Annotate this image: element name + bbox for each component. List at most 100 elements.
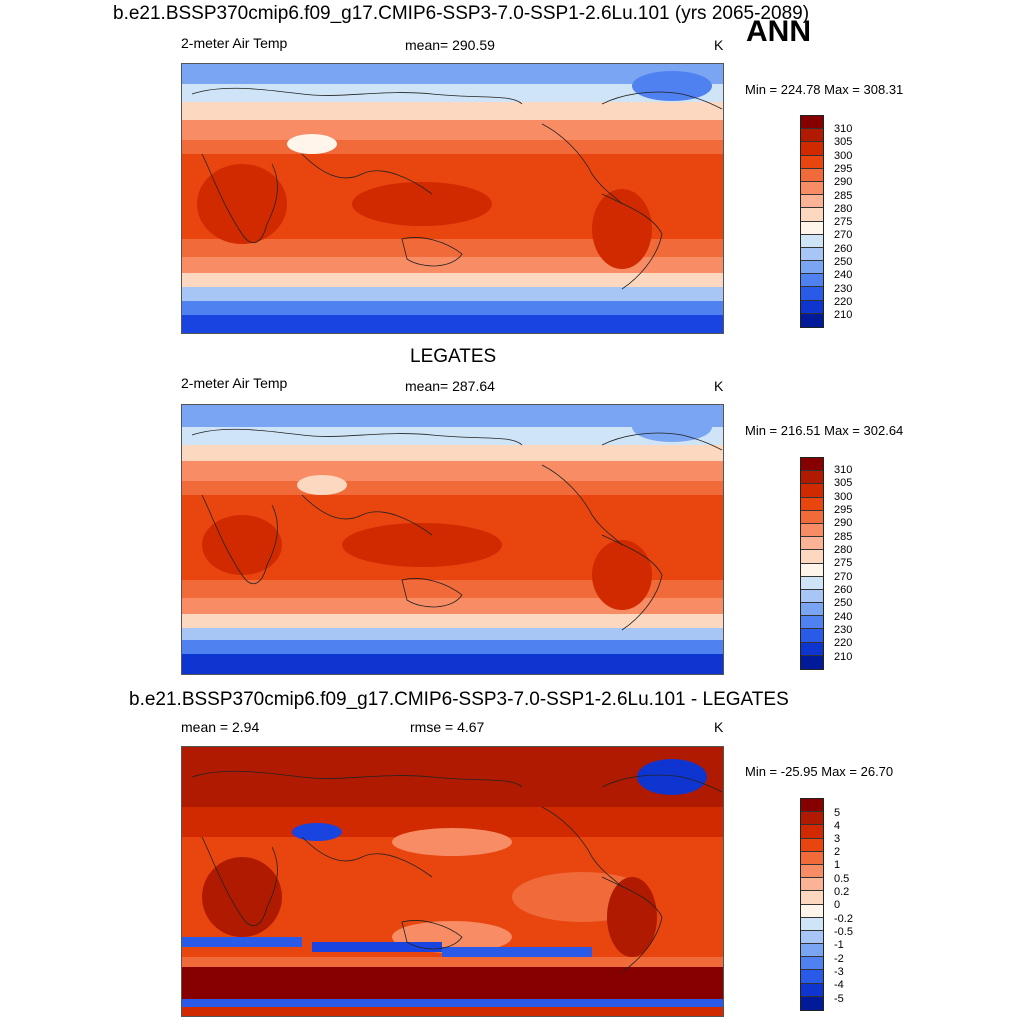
colorbar-segment xyxy=(801,563,823,577)
panel2-colorbar xyxy=(800,457,824,670)
panel2-units: K xyxy=(714,378,724,394)
colorbar-tick: 210 xyxy=(834,651,853,663)
colorbar-tick: 240 xyxy=(834,611,853,623)
colorbar-segment xyxy=(801,629,823,643)
colorbar-tick: 230 xyxy=(834,283,853,295)
colorbar-segment xyxy=(801,996,823,1010)
panel3-colorbar xyxy=(800,798,824,1011)
colorbar-tick: 280 xyxy=(834,544,853,556)
panel1-variable: 2-meter Air Temp xyxy=(181,35,288,51)
colorbar-tick: 305 xyxy=(834,136,853,148)
colorbar-segment xyxy=(801,458,823,472)
colorbar-segment xyxy=(801,234,823,248)
colorbar-segment xyxy=(801,983,823,997)
panel2-mean: mean= 287.64 xyxy=(405,378,495,394)
colorbar-tick: 240 xyxy=(834,269,853,281)
colorbar-tick: 250 xyxy=(834,597,853,609)
panel3-mean: mean = 2.94 xyxy=(181,719,260,735)
colorbar-segment xyxy=(801,142,823,156)
colorbar-segment xyxy=(801,208,823,222)
colorbar-segment xyxy=(801,116,823,130)
colorbar-segment xyxy=(801,550,823,564)
colorbar-tick: 270 xyxy=(834,571,853,583)
colorbar-tick: -2 xyxy=(834,953,844,965)
panel3-units: K xyxy=(714,719,724,735)
colorbar-tick: 3 xyxy=(834,833,841,845)
colorbar-tick: 0.5 xyxy=(834,873,850,885)
colorbar-tick: -3 xyxy=(834,966,844,978)
colorbar-tick: 0.2 xyxy=(834,886,850,898)
colorbar-segment xyxy=(801,300,823,314)
panel2-title: LEGATES xyxy=(410,346,497,367)
colorbar-tick: 300 xyxy=(834,150,853,162)
colorbar-tick: 305 xyxy=(834,477,853,489)
colorbar-segment xyxy=(801,799,823,813)
colorbar-tick: 280 xyxy=(834,203,853,215)
panel2-variable: 2-meter Air Temp xyxy=(181,375,288,391)
colorbar-segment xyxy=(801,261,823,275)
difference-map xyxy=(181,746,724,1017)
colorbar-segment xyxy=(801,471,823,485)
colorbar-tick: 0 xyxy=(834,899,841,911)
colorbar-tick: 290 xyxy=(834,517,853,529)
colorbar-segment xyxy=(801,523,823,538)
season-label: ANN xyxy=(746,15,811,48)
colorbar-tick: 275 xyxy=(834,557,853,569)
colorbar-segment xyxy=(801,851,823,865)
colorbar-segment xyxy=(801,497,823,511)
colorbar-segment xyxy=(801,655,823,669)
colorbar-segment xyxy=(801,904,823,918)
colorbar-segment xyxy=(801,616,823,630)
colorbar-tick: 230 xyxy=(834,624,853,636)
colorbar-tick: 300 xyxy=(834,491,853,503)
colorbar-segment xyxy=(801,878,823,892)
colorbar-tick: 285 xyxy=(834,531,853,543)
colorbar-tick: 310 xyxy=(834,464,853,476)
colorbar-tick: 220 xyxy=(834,296,853,308)
colorbar-segment xyxy=(801,155,823,169)
colorbar-segment xyxy=(801,864,823,879)
colorbar-segment xyxy=(801,576,823,590)
case-title: b.e21.BSSP370cmip6.f09_g17.CMIP6-SSP3-7.… xyxy=(113,3,810,24)
colorbar-tick: -4 xyxy=(834,979,844,991)
colorbar-segment xyxy=(801,129,823,143)
colorbar-tick: 210 xyxy=(834,309,853,321)
colorbar-tick: 1 xyxy=(834,859,841,871)
colorbar-segment xyxy=(801,287,823,301)
panel2-minmax: Min = 216.51 Max = 302.64 xyxy=(745,423,904,438)
model-temperature-map xyxy=(181,63,724,334)
colorbar-segment xyxy=(801,484,823,498)
colorbar-segment xyxy=(801,917,823,931)
colorbar-segment xyxy=(801,957,823,971)
colorbar-segment xyxy=(801,930,823,945)
observed-temperature-map xyxy=(181,404,724,675)
colorbar-tick: 295 xyxy=(834,504,853,516)
colorbar-segment xyxy=(801,812,823,826)
colorbar-segment xyxy=(801,313,823,327)
colorbar-tick: -0.5 xyxy=(834,926,853,938)
colorbar-segment xyxy=(801,891,823,905)
colorbar-segment xyxy=(801,181,823,196)
colorbar-tick: 285 xyxy=(834,190,853,202)
colorbar-segment xyxy=(801,221,823,235)
colorbar-segment xyxy=(801,195,823,209)
colorbar-tick: 250 xyxy=(834,256,853,268)
colorbar-tick: 310 xyxy=(834,123,853,135)
panel1-units: K xyxy=(714,37,724,53)
colorbar-tick: 290 xyxy=(834,176,853,188)
colorbar-tick: 2 xyxy=(834,846,841,858)
colorbar-segment xyxy=(801,168,823,182)
colorbar-segment xyxy=(801,944,823,958)
colorbar-tick: 4 xyxy=(834,820,841,832)
colorbar-segment xyxy=(801,642,823,656)
colorbar-segment xyxy=(801,838,823,852)
colorbar-tick: 220 xyxy=(834,637,853,649)
panel3-rmse: rmse = 4.67 xyxy=(410,719,485,735)
colorbar-tick: -5 xyxy=(834,993,844,1005)
colorbar-segment xyxy=(801,510,823,524)
colorbar-segment xyxy=(801,537,823,551)
colorbar-segment xyxy=(801,603,823,617)
colorbar-tick: 260 xyxy=(834,584,853,596)
panel3-title: b.e21.BSSP370cmip6.f09_g17.CMIP6-SSP3-7.… xyxy=(129,689,789,710)
colorbar-tick: 270 xyxy=(834,229,853,241)
